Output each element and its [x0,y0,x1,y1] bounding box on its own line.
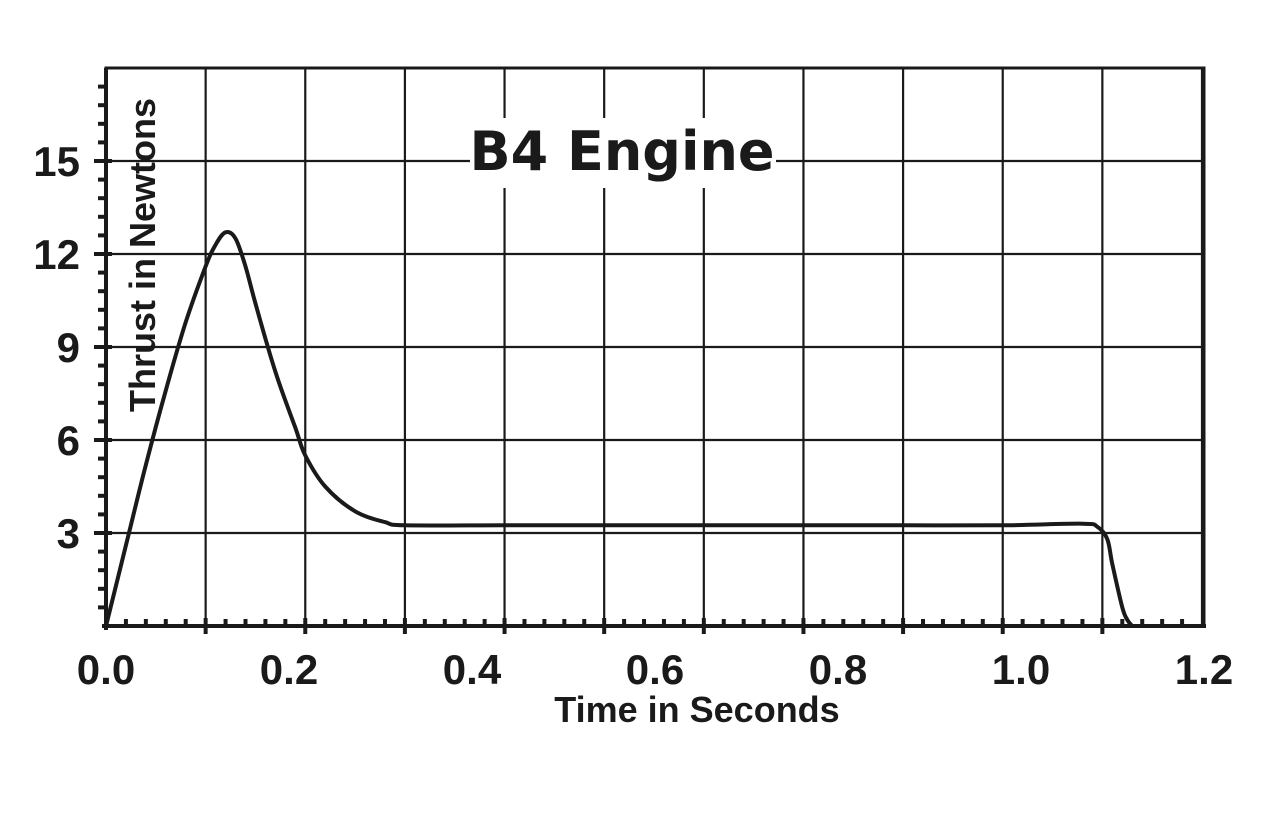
y-tick-label: 3 [57,510,80,557]
x-axis-title: Time in Seconds [554,689,839,730]
y-axis-title: Thrust in Newtons [122,98,163,412]
x-tick-label: 0.0 [77,646,135,693]
x-tick-label: 0.6 [626,646,684,693]
x-tick-label: 0.2 [260,646,318,693]
axes [94,66,1206,634]
series-layer [104,230,1134,628]
x-tick-label: 1.0 [992,646,1050,693]
y-tick-label: 9 [57,324,80,371]
tick-labels: 0.0 0.2 0.4 0.6 0.8 1.0 1.2 3 6 9 12 15 [33,138,1233,693]
x-tick-label: 0.4 [443,646,502,693]
chart-title-group: B4 Engine [469,118,776,188]
chart-title-background [470,118,776,188]
x-tick-label: 1.2 [1175,646,1233,693]
chart-title: B4 Engine [469,120,774,183]
thrust-curve [104,230,1134,628]
y-tick-label: 6 [57,417,80,464]
x-tick-label: 0.8 [809,646,867,693]
y-tick-label: 12 [33,231,80,278]
y-tick-label: 15 [33,138,80,185]
